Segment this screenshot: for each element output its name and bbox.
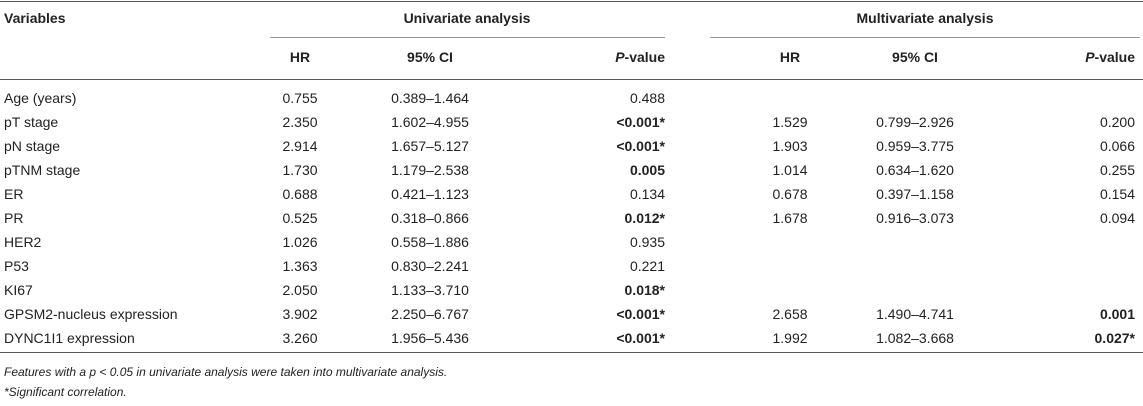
cell: 0.755 xyxy=(282,90,318,106)
cell: 0.005 xyxy=(629,162,665,178)
rule xyxy=(710,37,1140,38)
cell: 0.221 xyxy=(629,258,665,274)
cell: 1.730 xyxy=(282,162,318,178)
row-label: P53 xyxy=(4,258,29,274)
cell: 0.634–1.620 xyxy=(876,162,954,178)
cell: 0.318–0.866 xyxy=(391,210,469,226)
cell: 0.688 xyxy=(282,186,318,202)
cell: 1.903 xyxy=(772,138,808,154)
row-label: PR xyxy=(4,210,24,226)
cell: 0.799–2.926 xyxy=(876,114,954,130)
cell: 0.397–1.158 xyxy=(876,186,954,202)
cell: 0.134 xyxy=(629,186,665,202)
cell: 1.014 xyxy=(772,162,808,178)
cell: 1.026 xyxy=(282,234,318,250)
rule xyxy=(0,352,1143,353)
row-label: Age (years) xyxy=(4,90,77,106)
cell: 1.179–2.538 xyxy=(391,162,469,178)
cell: 0.830–2.241 xyxy=(391,258,469,274)
column-header: Variables xyxy=(4,10,66,26)
cell: 0.018* xyxy=(624,282,665,298)
footnote: *Significant correlation. xyxy=(4,385,127,399)
cell: 1.956–5.436 xyxy=(391,330,469,346)
cell: 0.916–3.073 xyxy=(876,210,954,226)
cell: 1.363 xyxy=(282,258,318,274)
cell: 1.133–3.710 xyxy=(391,282,469,298)
row-label: DYNC1I1 expression xyxy=(4,330,135,346)
group-header: Univariate analysis xyxy=(403,10,531,26)
cell: <0.001* xyxy=(616,114,665,130)
footnote: Features with a p < 0.05 in univariate a… xyxy=(4,365,448,379)
cell: 0.027* xyxy=(1094,330,1135,346)
cell: 1.678 xyxy=(772,210,808,226)
cell: 2.914 xyxy=(282,138,318,154)
cell: 2.350 xyxy=(282,114,318,130)
cell: 0.488 xyxy=(629,90,665,106)
rule xyxy=(0,1,1143,2)
cell: 0.525 xyxy=(282,210,318,226)
column-header: 95% CI xyxy=(407,49,453,65)
cell: 3.902 xyxy=(282,306,318,322)
cell: 0.558–1.886 xyxy=(391,234,469,250)
cell: 0.066 xyxy=(1099,138,1135,154)
cell: 2.658 xyxy=(772,306,808,322)
cell: 0.678 xyxy=(772,186,808,202)
cell: 1.657–5.127 xyxy=(391,138,469,154)
group-header: Multivariate analysis xyxy=(856,10,994,26)
row-label: GPSM2-nucleus expression xyxy=(4,306,178,322)
cell: 1.529 xyxy=(772,114,808,130)
cell: 0.200 xyxy=(1099,114,1135,130)
cell: <0.001* xyxy=(616,306,665,322)
row-label: ER xyxy=(4,186,24,202)
cell: 0.154 xyxy=(1099,186,1135,202)
cell: 0.094 xyxy=(1099,210,1135,226)
cell: <0.001* xyxy=(616,330,665,346)
row-label: pT stage xyxy=(4,114,59,130)
row-label: KI67 xyxy=(4,282,33,298)
cell: 2.250–6.767 xyxy=(391,306,469,322)
cell: 0.012* xyxy=(624,210,665,226)
cell: <0.001* xyxy=(616,138,665,154)
column-header: HR xyxy=(289,49,311,65)
cell: 0.935 xyxy=(629,234,665,250)
cell: 1.602–4.955 xyxy=(391,114,469,130)
cell: 0.959–3.775 xyxy=(876,138,954,154)
cell: 0.389–1.464 xyxy=(391,90,469,106)
column-header: HR xyxy=(779,49,801,65)
cell: 1.992 xyxy=(772,330,808,346)
cell: 0.421–1.123 xyxy=(391,186,469,202)
cell: 2.050 xyxy=(282,282,318,298)
cell: 3.260 xyxy=(282,330,318,346)
rule xyxy=(270,37,665,38)
row-label: pTNM stage xyxy=(4,162,81,178)
column-header: P-value xyxy=(615,49,665,65)
cell: 1.082–3.668 xyxy=(876,330,954,346)
column-header: P-value xyxy=(1085,49,1135,65)
rule xyxy=(0,79,1143,80)
row-label: pN stage xyxy=(4,138,61,154)
cell: 1.490–4.741 xyxy=(876,306,954,322)
cell: 0.255 xyxy=(1099,162,1135,178)
row-label: HER2 xyxy=(4,234,42,250)
column-header: 95% CI xyxy=(892,49,938,65)
cell: 0.001 xyxy=(1099,306,1135,322)
